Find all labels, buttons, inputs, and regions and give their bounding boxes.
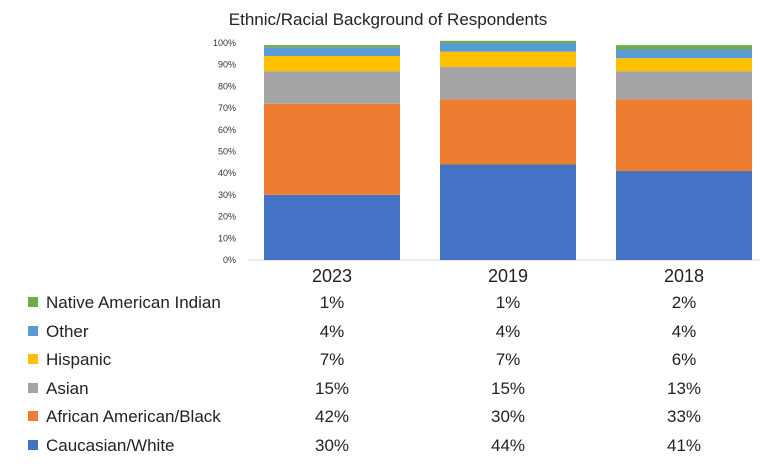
data-table-value: 2% bbox=[672, 293, 697, 312]
stacked-bar-segment bbox=[616, 71, 752, 100]
legend-series-label: Other bbox=[46, 322, 89, 341]
legend-data-table: Native American Indian 1% 1% 2% Other 4% 4% 4% H… bbox=[28, 293, 701, 455]
x-axis-category-label: 2018 bbox=[664, 266, 704, 286]
chart-title: Ethnic/Racial Background of Respondents bbox=[229, 10, 547, 29]
data-table-value: 7% bbox=[496, 350, 521, 369]
data-table-value: 30% bbox=[315, 436, 349, 455]
stacked-bar-segment bbox=[264, 47, 400, 57]
stacked-bar-segment bbox=[440, 51, 576, 67]
stacked-bar-segment bbox=[264, 71, 400, 104]
legend-swatch bbox=[28, 354, 38, 364]
stacked-bar-segment bbox=[440, 99, 576, 165]
stacked-bar-segment bbox=[616, 58, 752, 72]
data-table-value: 30% bbox=[491, 407, 525, 426]
stacked-bar-segment bbox=[440, 164, 576, 260]
data-table-value: 4% bbox=[672, 322, 697, 341]
stacked-bar-segment bbox=[616, 99, 752, 172]
stacked-bar-segment bbox=[616, 171, 752, 260]
y-axis-tick-label: 40% bbox=[218, 168, 236, 178]
stacked-bar-segment bbox=[264, 194, 400, 260]
data-table-value: 33% bbox=[667, 407, 701, 426]
stacked-bar-segment bbox=[440, 40, 576, 43]
data-table-value: 1% bbox=[496, 293, 521, 312]
data-table-value: 42% bbox=[315, 407, 349, 426]
y-axis-tick-label: 70% bbox=[218, 103, 236, 113]
stacked-bar-segment bbox=[264, 56, 400, 72]
category-labels: 2023 2019 2018 bbox=[312, 266, 704, 286]
y-axis-tick-label: 100% bbox=[213, 38, 236, 48]
stacked-bar-segment bbox=[264, 45, 400, 48]
data-table-value: 7% bbox=[320, 350, 345, 369]
y-axis-tick-label: 10% bbox=[218, 233, 236, 243]
legend-swatch bbox=[28, 297, 38, 307]
legend-series-label: Asian bbox=[46, 379, 89, 398]
legend-series-label: Native American Indian bbox=[46, 293, 221, 312]
legend-swatch bbox=[28, 383, 38, 393]
y-axis-tick-label: 20% bbox=[218, 212, 236, 222]
y-axis-tick-label: 80% bbox=[218, 81, 236, 91]
stacked-bar-segment bbox=[440, 43, 576, 52]
stacked-bar-segment bbox=[616, 45, 752, 50]
data-table-value: 4% bbox=[496, 322, 521, 341]
x-axis-category-label: 2023 bbox=[312, 266, 352, 286]
legend-swatch bbox=[28, 440, 38, 450]
data-table-value: 13% bbox=[667, 379, 701, 398]
stacked-bar-segment bbox=[440, 66, 576, 100]
stacked-bar-segment bbox=[264, 103, 400, 195]
y-axis-tick-label: 60% bbox=[218, 125, 236, 135]
y-axis-tick-label: 0% bbox=[223, 255, 236, 265]
data-table-value: 4% bbox=[320, 322, 345, 341]
legend-swatch bbox=[28, 326, 38, 336]
data-table-value: 1% bbox=[320, 293, 345, 312]
y-axis-tick-label: 30% bbox=[218, 190, 236, 200]
legend-swatch bbox=[28, 411, 38, 421]
data-table-value: 41% bbox=[667, 436, 701, 455]
data-table-value: 15% bbox=[491, 379, 525, 398]
legend-series-label: Hispanic bbox=[46, 350, 112, 369]
stacked-bar-segment bbox=[616, 49, 752, 59]
bars-layer bbox=[264, 40, 752, 260]
y-axis-tick-label: 90% bbox=[218, 60, 236, 70]
x-axis-category-label: 2019 bbox=[488, 266, 528, 286]
y-axis-tick-label: 50% bbox=[218, 147, 236, 157]
legend-series-label: Caucasian/White bbox=[46, 436, 175, 455]
legend-series-label: African American/Black bbox=[46, 407, 221, 426]
data-table-value: 6% bbox=[672, 350, 697, 369]
data-table-value: 15% bbox=[315, 379, 349, 398]
data-table-value: 44% bbox=[491, 436, 525, 455]
